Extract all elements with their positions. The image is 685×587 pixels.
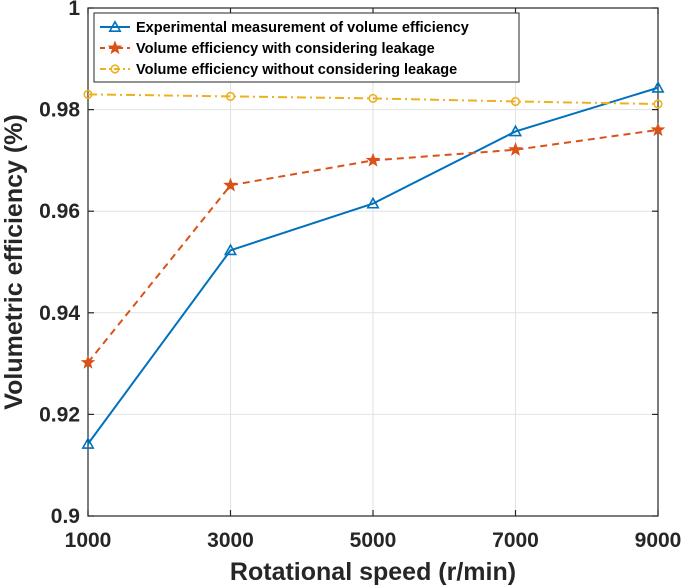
legend-item: Volume efficiency without considering le… bbox=[100, 62, 457, 78]
y-tick-label: 0.96 bbox=[39, 200, 80, 223]
legend-items: Experimental measurement of volume effic… bbox=[100, 20, 469, 78]
legend-item: Experimental measurement of volume effic… bbox=[100, 20, 469, 36]
y-axis-label: Volumetric efficiency (%) bbox=[0, 114, 28, 409]
legend: Experimental measurement of volume effic… bbox=[93, 12, 520, 83]
series-1 bbox=[81, 80, 665, 449]
data-point bbox=[223, 177, 238, 192]
y-tick-label: 0.98 bbox=[39, 99, 80, 122]
data-point bbox=[508, 124, 523, 137]
data-point bbox=[650, 122, 666, 137]
data-point bbox=[83, 89, 93, 99]
data-point bbox=[223, 243, 238, 256]
legend-marker bbox=[108, 20, 122, 32]
data-point bbox=[508, 142, 523, 156]
x-axis-label: Rotational speed (r/min) bbox=[230, 558, 516, 586]
legend-label: Volume efficiency without considering le… bbox=[136, 62, 457, 78]
legend-marker bbox=[107, 40, 123, 55]
tick-labels: 0.9 0.92 0.94 0.96 0.98 1 1000 3000 5000 7000 9000 bbox=[39, 0, 681, 552]
y-tick-label: 0.9 bbox=[51, 505, 80, 528]
grid bbox=[87, 7, 659, 517]
legend-label: Volume efficiency with considering leaka… bbox=[136, 41, 435, 57]
x-tick-label: 9000 bbox=[635, 529, 682, 552]
y-tick-label: 1 bbox=[68, 0, 80, 20]
y-tick-label: 0.92 bbox=[39, 403, 80, 426]
data-point bbox=[653, 99, 663, 109]
legend-item: Volume efficiency with considering leaka… bbox=[100, 40, 435, 57]
series-line bbox=[87, 86, 659, 445]
legend-label: Experimental measurement of volume effic… bbox=[136, 20, 469, 36]
legend-marker bbox=[110, 64, 120, 74]
series-layer bbox=[80, 80, 666, 449]
x-tick-label: 3000 bbox=[207, 529, 254, 552]
series-line bbox=[87, 93, 659, 106]
data-point bbox=[225, 91, 236, 101]
data-point bbox=[651, 80, 665, 93]
x-tick-label: 7000 bbox=[492, 529, 539, 552]
data-point bbox=[80, 354, 96, 369]
data-point bbox=[510, 96, 521, 107]
series-2 bbox=[80, 122, 666, 369]
data-point bbox=[81, 437, 95, 449]
data-point bbox=[368, 93, 378, 104]
x-tick-label: 5000 bbox=[350, 529, 397, 552]
series-3 bbox=[83, 89, 663, 109]
y-tick-label: 0.94 bbox=[39, 302, 80, 325]
data-point bbox=[365, 152, 381, 167]
legend-box bbox=[93, 12, 520, 83]
x-tick-label: 1000 bbox=[65, 529, 112, 552]
data-point bbox=[366, 196, 380, 209]
plot-frame bbox=[87, 7, 659, 517]
